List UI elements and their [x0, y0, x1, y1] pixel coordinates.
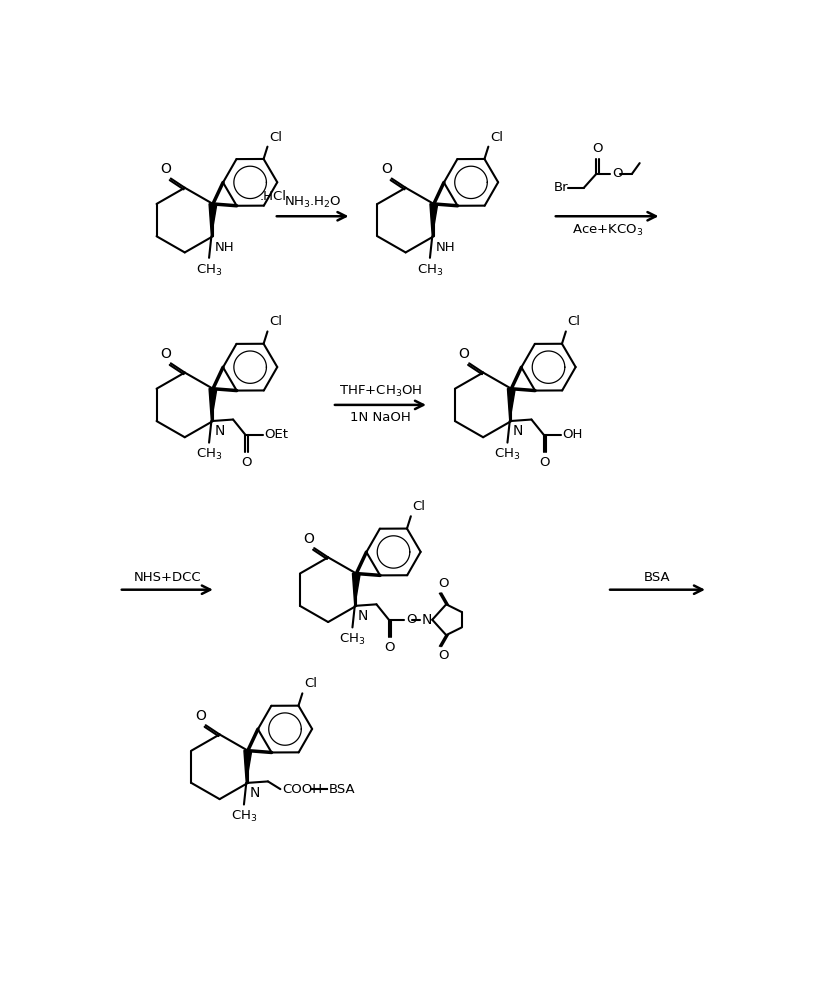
Text: O: O [304, 532, 314, 546]
Polygon shape [209, 204, 217, 236]
Text: N: N [358, 609, 368, 623]
Text: OH: OH [562, 428, 583, 441]
Text: N: N [250, 786, 260, 800]
Text: O: O [385, 641, 394, 654]
Text: O: O [380, 162, 392, 176]
Text: Cl: Cl [269, 315, 282, 328]
Text: BSA: BSA [644, 571, 671, 584]
Text: O: O [195, 709, 206, 723]
Text: N: N [513, 424, 523, 438]
Text: O: O [160, 162, 171, 176]
Text: O: O [241, 456, 251, 469]
Text: N: N [422, 613, 432, 627]
Text: COOH: COOH [282, 783, 322, 796]
Text: O: O [592, 142, 602, 155]
Text: CH$_3$: CH$_3$ [196, 447, 222, 462]
Text: NH: NH [435, 241, 455, 254]
Text: O: O [612, 167, 622, 180]
Text: Cl: Cl [304, 677, 317, 690]
Text: Cl: Cl [413, 500, 425, 513]
Text: THF+CH$_3$OH: THF+CH$_3$OH [339, 384, 422, 399]
Text: O: O [437, 649, 448, 662]
Text: Cl: Cl [490, 131, 503, 144]
Text: NHS+DCC: NHS+DCC [133, 571, 201, 584]
Text: Cl: Cl [567, 315, 581, 328]
Text: O: O [458, 347, 469, 361]
Text: CH$_3$: CH$_3$ [495, 447, 521, 462]
Polygon shape [244, 750, 251, 783]
Text: CH$_3$: CH$_3$ [231, 809, 257, 824]
Polygon shape [352, 573, 361, 606]
Text: Ace+KCO$_3$: Ace+KCO$_3$ [571, 222, 643, 238]
Text: O: O [437, 577, 448, 590]
Text: CH$_3$: CH$_3$ [339, 632, 366, 647]
Polygon shape [209, 389, 217, 421]
Text: O: O [406, 613, 417, 626]
Polygon shape [430, 204, 437, 236]
Text: Br: Br [554, 181, 568, 194]
Text: Cl: Cl [269, 131, 282, 144]
Text: CH$_3$: CH$_3$ [417, 262, 443, 278]
Text: OEt: OEt [264, 428, 288, 441]
Text: .HCl: .HCl [260, 190, 286, 203]
Text: BSA: BSA [328, 783, 355, 796]
Text: O: O [160, 347, 171, 361]
Text: NH: NH [214, 241, 234, 254]
Polygon shape [508, 389, 515, 421]
Text: N: N [214, 424, 225, 438]
Text: O: O [539, 456, 550, 469]
Text: NH$_3$.H$_2$O: NH$_3$.H$_2$O [284, 195, 342, 210]
Text: CH$_3$: CH$_3$ [196, 262, 222, 278]
Text: 1N NaOH: 1N NaOH [350, 411, 411, 424]
